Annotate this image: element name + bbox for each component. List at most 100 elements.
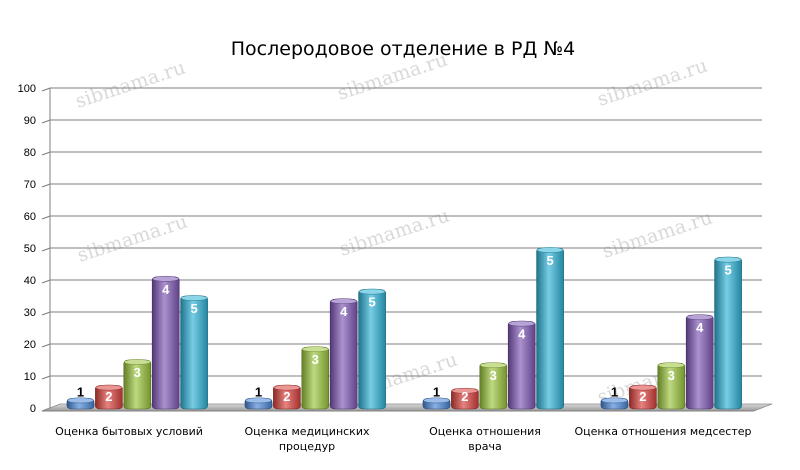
- data-label: 2: [639, 389, 646, 404]
- watermark-text: sibmama.ru: [75, 211, 190, 267]
- gridline-depth: [41, 311, 51, 316]
- data-label: 2: [283, 389, 290, 404]
- gridline-depth: [41, 343, 51, 348]
- y-tick-label: 0: [30, 403, 36, 415]
- data-label: 1: [255, 384, 262, 399]
- bar-cap: [330, 298, 357, 305]
- bar-body: [714, 257, 742, 410]
- bar: [479, 362, 508, 410]
- bar: [451, 387, 479, 410]
- data-label: 1: [77, 384, 84, 399]
- bar: [629, 384, 657, 410]
- watermark-text: sibmama.ru: [337, 205, 452, 261]
- bar: [358, 288, 386, 410]
- y-tick-label: 30: [24, 307, 36, 319]
- data-label: 3: [312, 352, 319, 367]
- bar: [301, 346, 330, 410]
- bar-cap: [686, 314, 713, 321]
- x-axis-ticks: Оценка бытовых условий Оценка медицинских…: [55, 425, 751, 453]
- bar: [422, 397, 451, 410]
- x-tick-label: Оценка медицинских: [245, 425, 370, 438]
- data-label: 1: [611, 384, 618, 399]
- bar-cap: [536, 247, 564, 253]
- y-tick-label: 40: [24, 275, 36, 287]
- bar: [95, 384, 123, 410]
- data-label: 3: [490, 368, 497, 383]
- bar-cap: [273, 384, 301, 391]
- gridline-depth: [41, 375, 51, 380]
- bar: [244, 397, 273, 410]
- data-label: 4: [696, 320, 704, 335]
- data-label: 3: [668, 368, 675, 383]
- bar-cap: [423, 397, 450, 404]
- bar-cap: [629, 384, 657, 391]
- watermark-text: sibmama.ru: [73, 57, 188, 113]
- data-label: 5: [724, 263, 731, 278]
- bar-cap: [508, 320, 535, 327]
- chart-floor: [41, 403, 773, 412]
- data-label: 3: [134, 365, 141, 380]
- y-tick-label: 60: [24, 211, 36, 223]
- bar-cap: [95, 384, 123, 391]
- bar: [714, 256, 742, 410]
- bar-cap: [658, 362, 685, 369]
- bar-cap: [302, 346, 329, 353]
- bar: [657, 362, 686, 410]
- x-tick-label: врача: [468, 440, 501, 453]
- y-tick-label: 100: [18, 83, 36, 95]
- bar: [600, 397, 629, 410]
- watermark-text: sibmama.ru: [595, 55, 710, 111]
- y-tick-label: 50: [24, 243, 36, 255]
- x-tick-label: Оценка отношения медсестер: [574, 425, 751, 438]
- bar-cap: [601, 397, 628, 404]
- x-tick-label: процедур: [279, 440, 335, 453]
- chart-title: Послеродовое отделение в РД №4: [231, 38, 575, 60]
- bar-cap: [67, 397, 94, 404]
- gridline-depth: [41, 151, 51, 156]
- y-tick-label: 10: [24, 371, 36, 383]
- gridline-depth: [41, 247, 51, 252]
- x-tick-label: Оценка бытовых условий: [55, 425, 203, 438]
- data-label: 5: [368, 295, 375, 310]
- data-label: 4: [340, 304, 348, 319]
- bar: [507, 320, 536, 410]
- y-tick-label: 70: [24, 179, 36, 191]
- gridline-depth: [41, 183, 51, 188]
- gridline-depth: [41, 215, 51, 220]
- bar: [536, 247, 564, 410]
- bar: [329, 298, 358, 410]
- data-label: 2: [105, 389, 112, 404]
- data-label: 5: [190, 301, 197, 316]
- bar: [66, 397, 95, 410]
- bar-cap: [245, 397, 272, 404]
- bar: [180, 295, 208, 410]
- bar-body: [536, 247, 564, 410]
- bar-cap: [451, 387, 479, 394]
- data-label: 2: [461, 389, 468, 404]
- y-tick-label: 80: [24, 147, 36, 159]
- x-tick-label: Оценка отношения: [429, 425, 541, 438]
- bar: [685, 314, 714, 410]
- data-label: 4: [518, 327, 526, 342]
- bar: [151, 275, 180, 410]
- gridline-depth: [41, 119, 51, 124]
- bar: [273, 384, 301, 410]
- bar-cap: [180, 295, 208, 301]
- bar-series: 1 2 3 4 5 1 2 3 4 5 1 2 3 4 5 1 2 3 4 5: [66, 247, 742, 410]
- bar-cap: [124, 359, 151, 365]
- y-tick-label: 90: [24, 115, 36, 127]
- bar-cap: [358, 288, 386, 295]
- bar-cap: [480, 362, 507, 369]
- watermark-text: sibmama.ru: [600, 207, 715, 263]
- gridline-depth: [41, 279, 51, 284]
- gridline-depth: [41, 87, 51, 92]
- data-label: 1: [433, 384, 440, 399]
- y-axis-ticks: 0 10 20 30 40 50 60 70 80 90 100: [18, 83, 36, 415]
- bar: [123, 359, 152, 410]
- data-label: 4: [162, 282, 170, 297]
- bar-cap: [714, 256, 742, 263]
- bar-cap: [152, 275, 179, 282]
- y-tick-label: 20: [24, 339, 36, 351]
- data-label: 5: [546, 253, 553, 268]
